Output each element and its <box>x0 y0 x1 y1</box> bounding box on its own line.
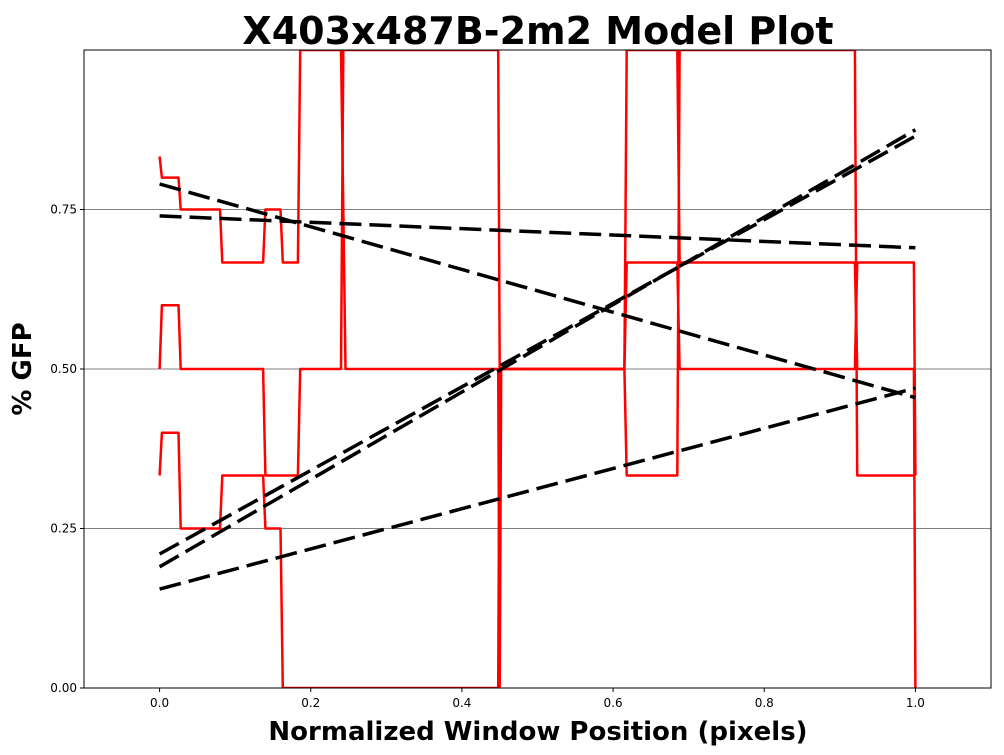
series-layer <box>158 50 917 688</box>
x-tick-label: 0.0 <box>150 696 169 710</box>
x-tick-label: 0.6 <box>604 696 623 710</box>
y-tick-label: 0.50 <box>50 362 77 376</box>
model-line-5 <box>159 182 916 400</box>
y-axis-label: % GFP <box>8 322 38 415</box>
data-line-3 <box>158 50 916 688</box>
x-tick-label: 1.0 <box>906 696 925 710</box>
y-tick-label: 0.25 <box>50 522 77 536</box>
model-line-8 <box>159 386 916 591</box>
y-tick-label: 0.00 <box>50 681 77 695</box>
x-axis-label: Normalized Window Position (pixels) <box>268 717 807 747</box>
x-tick-label: 0.4 <box>452 696 471 710</box>
data-line-2 <box>158 50 917 477</box>
model-line-6 <box>158 134 917 556</box>
model-line-7 <box>158 128 917 569</box>
x-tick-label: 0.8 <box>755 696 774 710</box>
chart-title: X403x487B-2m2 Model Plot <box>242 9 833 53</box>
y-tick-label: 0.75 <box>50 203 77 217</box>
tick-layer: 0.00 0.25 0.50 0.75 0.0 0.2 0.4 0.6 0.8 1.0 <box>50 203 925 711</box>
x-tick-label: 0.2 <box>301 696 320 710</box>
